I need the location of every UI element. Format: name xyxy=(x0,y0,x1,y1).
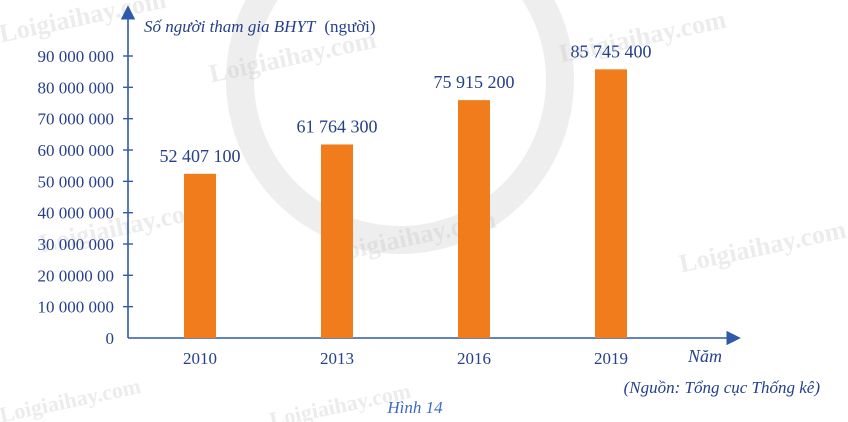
bar-2019 xyxy=(595,69,627,338)
source-note: (Nguồn: Tổng cục Thống kê) xyxy=(624,378,821,397)
x-categories: 2010 2013 2016 2019 xyxy=(183,349,628,368)
x-tick-label: 2013 xyxy=(320,349,354,368)
figure-caption: Hình 14 xyxy=(386,398,443,417)
bar-2013 xyxy=(321,144,353,338)
y-axis-title-main: Số người tham gia BHYT xyxy=(144,17,317,36)
y-tick-label: 70 000 000 xyxy=(38,110,115,129)
y-tick-label: 20 0000 00 xyxy=(38,266,115,285)
y-axis-title: Số người tham gia BHYT (người) xyxy=(144,17,376,36)
watermark-text: Loigiaihay.com xyxy=(677,215,848,279)
bar-2016 xyxy=(458,100,490,338)
y-tick-label: 80 000 000 xyxy=(38,78,115,97)
y-tick-label: 60 000 000 xyxy=(38,141,115,160)
y-ticks: 0 10 000 000 20 0000 00 30 000 000 40 000 00… xyxy=(38,47,133,348)
y-tick-label: 40 000 000 xyxy=(38,204,115,223)
y-tick-label: 50 000 000 xyxy=(38,172,115,191)
bars xyxy=(184,69,627,338)
x-tick-label: 2019 xyxy=(594,349,628,368)
value-labels: 52 407 100 61 764 300 75 915 200 85 745 400 xyxy=(160,41,652,165)
y-axis-title-unit: (người) xyxy=(324,17,375,36)
y-tick-label: 30 000 000 xyxy=(38,235,115,254)
data-label: 52 407 100 xyxy=(160,146,241,166)
x-tick-label: 2016 xyxy=(457,349,491,368)
x-tick-label: 2010 xyxy=(183,349,217,368)
bar-2010 xyxy=(184,173,216,338)
watermark-text: Loigiaihay.com xyxy=(0,373,143,422)
data-label: 61 764 300 xyxy=(297,116,378,136)
y-tick-label: 0 xyxy=(106,329,115,348)
y-tick-label: 90 000 000 xyxy=(38,47,115,66)
y-tick-label: 10 000 000 xyxy=(38,298,115,317)
data-label: 75 915 200 xyxy=(434,72,515,92)
x-axis-title: Năm xyxy=(687,346,722,366)
data-label: 85 745 400 xyxy=(571,41,652,61)
